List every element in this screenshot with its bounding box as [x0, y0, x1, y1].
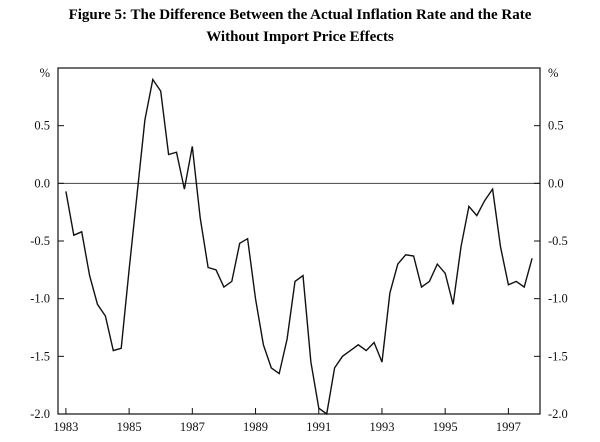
y-tick-label-right: 0.5: [548, 119, 564, 133]
x-tick-label: 1987: [180, 420, 205, 434]
x-tick-label: 1993: [369, 420, 394, 434]
y-tick-label-left: -0.5: [30, 234, 50, 248]
y-axis-unit-left: %: [40, 66, 50, 80]
y-axis-unit-right: %: [548, 66, 558, 80]
y-tick-label-right: 0.0: [548, 176, 564, 190]
y-tick-label-left: 0.0: [34, 176, 50, 190]
y-tick-label-right: -2.0: [548, 407, 568, 421]
y-tick-label-left: -1.0: [30, 292, 50, 306]
figure-title: Figure 5: The Difference Between the Act…: [0, 0, 600, 49]
plot-frame: [57, 67, 541, 415]
figure-title-line-2: Without Import Price Effects: [206, 28, 394, 45]
y-tick-label-left: 0.5: [34, 119, 50, 133]
x-tick-label: 1985: [117, 420, 142, 434]
y-tick-label-right: -1.0: [548, 292, 568, 306]
figure-title-line-1: Figure 5: The Difference Between the Act…: [68, 7, 532, 23]
chart-svg: 0.5 0.5 0.0 0.0 -0.5 -0.5 -1.0 -1.0 -1.5 -1.5 -2.0…: [30, 66, 568, 434]
y-tick-label-right: -0.5: [548, 234, 568, 248]
inflation-difference-line: [65, 77, 533, 416]
x-tick-label: 1991: [306, 420, 331, 434]
x-tick-label: 1989: [243, 420, 268, 434]
x-tick-label: 1983: [53, 420, 78, 434]
y-tick-label-left: -2.0: [30, 407, 50, 421]
y-tick-label-right: -1.5: [548, 349, 568, 363]
x-tick-label: 1997: [496, 420, 521, 434]
x-tick-label: 1995: [433, 420, 458, 434]
y-tick-label-left: -1.5: [30, 349, 50, 363]
